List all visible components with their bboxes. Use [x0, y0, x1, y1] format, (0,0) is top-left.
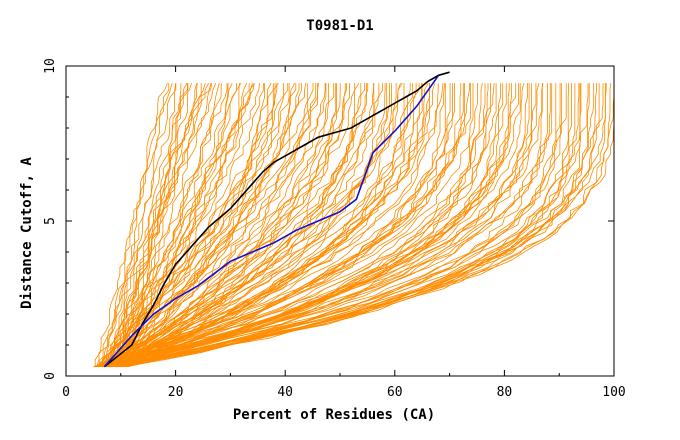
background-series-line	[110, 82, 217, 367]
background-series-line	[114, 83, 327, 367]
background-series-line	[107, 83, 222, 367]
background-series-line	[106, 83, 367, 368]
background-series-line	[102, 82, 248, 367]
axis-ticks-group: 0 20 40 60 80 100 0 5 10	[43, 58, 626, 400]
background-series-line	[109, 83, 604, 368]
background-series-line	[99, 83, 278, 368]
background-series-line	[98, 83, 289, 367]
y-axis-label: Distance Cutoff, A	[19, 157, 35, 309]
background-series-line	[93, 83, 567, 368]
background-series-line	[108, 83, 417, 368]
background-series-line	[96, 82, 403, 368]
x-tick-label: 80	[497, 385, 513, 400]
background-series-line	[106, 82, 436, 368]
background-series-line	[113, 83, 350, 367]
x-tick-label: 100	[602, 385, 625, 400]
background-series-line	[102, 83, 314, 368]
background-series-line	[108, 83, 309, 367]
background-series-line	[125, 83, 431, 368]
background-series-line	[97, 82, 540, 368]
x-tick-label: 0	[62, 385, 70, 400]
background-series-line	[95, 83, 581, 368]
background-series-line	[104, 83, 497, 368]
x-tick-label: 60	[387, 385, 403, 400]
background-series-line	[94, 82, 173, 367]
background-series-group	[93, 82, 615, 368]
background-series-line	[103, 83, 557, 368]
background-series-line	[107, 83, 319, 367]
background-series-line	[110, 83, 551, 368]
background-series-line	[112, 82, 401, 368]
background-series-line	[108, 82, 209, 367]
background-series-line	[96, 83, 177, 367]
x-axis-label: Percent of Residues (CA)	[233, 407, 435, 423]
background-series-line	[122, 83, 346, 367]
background-series-line	[111, 83, 501, 368]
background-series-line	[99, 83, 411, 368]
series-line-1	[103, 71, 450, 368]
background-series-line	[112, 83, 510, 368]
background-series-line	[98, 82, 206, 367]
background-series-line	[113, 83, 528, 368]
y-tick-label: 10	[43, 58, 58, 74]
background-series-line	[99, 83, 521, 368]
background-series-line	[122, 83, 607, 368]
background-series-line	[103, 83, 537, 368]
background-series-line	[124, 83, 453, 368]
background-series-line	[110, 83, 388, 368]
background-series-line	[93, 83, 375, 368]
background-series-line	[102, 83, 326, 367]
background-series-line	[111, 83, 335, 368]
background-series-line	[94, 83, 444, 368]
background-series-line	[116, 83, 189, 367]
background-series-line	[109, 83, 612, 368]
background-series-line	[97, 83, 462, 368]
highlight-series-group	[103, 71, 450, 368]
background-series-line	[123, 83, 413, 368]
background-series-line	[112, 83, 177, 367]
background-series-line	[97, 83, 276, 368]
background-series-line	[120, 83, 318, 367]
background-series-line	[105, 83, 465, 368]
background-series-line	[100, 83, 471, 368]
background-series-line	[121, 82, 255, 367]
background-series-line	[115, 83, 365, 368]
y-tick-label: 5	[43, 217, 58, 225]
background-series-line	[99, 83, 255, 367]
series-line-2	[103, 74, 440, 368]
background-series-line	[122, 83, 213, 367]
background-series-line	[108, 83, 405, 368]
background-series-line	[105, 83, 356, 368]
background-series-line	[121, 83, 544, 368]
background-series-line	[112, 83, 530, 368]
background-series-line	[100, 83, 474, 368]
background-series-line	[114, 83, 341, 367]
background-series-line	[96, 83, 260, 367]
background-series-line	[104, 83, 455, 368]
x-tick-label: 20	[168, 385, 184, 400]
background-series-line	[105, 82, 525, 368]
background-series-line	[110, 82, 429, 368]
background-series-line	[96, 83, 198, 367]
x-tick-label: 40	[277, 385, 293, 400]
background-series-line	[102, 83, 553, 368]
y-tick-label: 0	[43, 372, 58, 380]
chart-title: T0981-D1	[306, 18, 373, 34]
background-series-line	[106, 83, 170, 367]
background-series-line	[107, 83, 392, 368]
